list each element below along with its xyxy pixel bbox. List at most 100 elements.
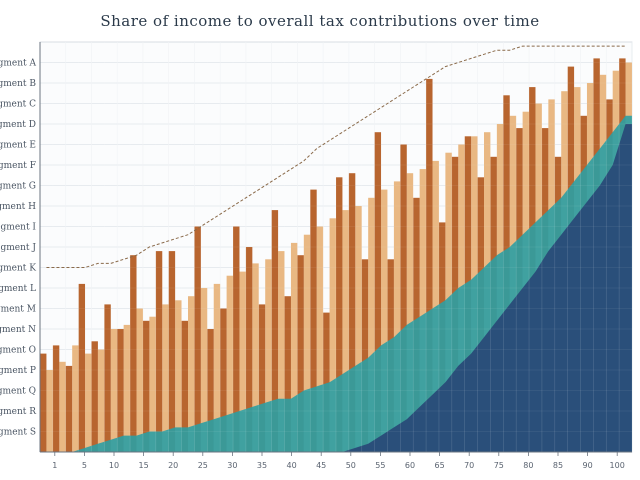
y-tick-label: Segment O xyxy=(0,346,36,356)
bar-income xyxy=(155,251,163,452)
bar-contribution xyxy=(368,197,375,452)
x-tick-label: 70 xyxy=(464,461,474,470)
bar-contribution xyxy=(46,370,53,452)
bar-contribution xyxy=(265,259,272,452)
y-tick-label: Segment I xyxy=(0,223,36,233)
bar-contribution xyxy=(419,169,427,452)
bar-income xyxy=(104,304,111,452)
y-tick-label: Segment C xyxy=(0,100,36,110)
bar-contribution xyxy=(97,349,105,452)
bar-contribution xyxy=(406,173,414,452)
x-tick-label: 20 xyxy=(168,461,178,470)
bar-contribution xyxy=(162,304,169,452)
bar-contribution xyxy=(252,263,259,452)
x-tick-label: 10 xyxy=(109,461,119,470)
bar-income xyxy=(194,226,201,452)
bar-contribution xyxy=(316,226,324,452)
bar-income xyxy=(258,304,266,452)
x-tick-label: 85 xyxy=(553,461,563,470)
bar-income xyxy=(361,259,369,452)
bar-contribution xyxy=(239,271,246,452)
bar-income xyxy=(52,345,60,452)
bar-contribution xyxy=(278,251,285,452)
bar-income xyxy=(374,132,382,452)
y-tick-label: Segment J xyxy=(0,243,36,253)
bar-income xyxy=(40,353,47,452)
y-tick-label: Segment L xyxy=(0,284,36,294)
chart-title: Share of income to overall tax contribut… xyxy=(100,12,540,30)
x-tick-label: 30 xyxy=(227,461,237,470)
bar-contribution xyxy=(200,288,208,452)
bar-income xyxy=(245,247,253,452)
bar-income xyxy=(207,329,214,452)
x-tick-label: 1 xyxy=(52,461,57,470)
y-tick-label: Segment S xyxy=(0,428,36,438)
y-tick-label: Segment R xyxy=(0,407,36,417)
y-tick-label: Segment A xyxy=(0,59,36,69)
bar-income xyxy=(220,308,227,452)
bar-income xyxy=(348,173,356,452)
bar-income xyxy=(323,312,330,452)
y-tick-label: Segment D xyxy=(0,120,36,130)
bar-contribution xyxy=(393,181,401,452)
trend-line xyxy=(46,45,626,268)
bar-income xyxy=(181,320,188,452)
bar-income xyxy=(65,365,73,452)
bar-income xyxy=(310,189,317,452)
x-tick-label: 60 xyxy=(405,461,415,470)
bar-contribution xyxy=(136,308,143,452)
bar-contribution xyxy=(213,283,221,452)
bar-income xyxy=(78,283,86,452)
x-tick-label: 15 xyxy=(139,461,149,470)
bar-contribution xyxy=(355,206,362,452)
bar-income xyxy=(271,210,279,452)
bar-contribution xyxy=(303,234,311,452)
bar-income xyxy=(130,255,137,452)
y-tick-label: Segment B xyxy=(0,79,36,89)
bar-income xyxy=(284,296,291,452)
y-tick-label: Segment E xyxy=(0,141,36,151)
x-tick-label: 25 xyxy=(198,461,208,470)
bar-income xyxy=(168,251,176,452)
y-tick-label: Segment G xyxy=(0,182,36,192)
y-tick-label: Segment F xyxy=(0,161,36,171)
bar-income xyxy=(91,341,98,452)
x-tick-label: 35 xyxy=(257,461,267,470)
bar-contribution xyxy=(72,345,79,452)
bar-contribution xyxy=(149,316,156,452)
x-tick-label: 80 xyxy=(523,461,533,470)
bar-contribution xyxy=(175,300,182,452)
bar-contribution xyxy=(290,242,298,452)
bar-contribution xyxy=(329,218,336,452)
bar-contribution xyxy=(342,210,349,452)
bar-income xyxy=(117,329,124,452)
bar-contribution xyxy=(226,275,234,452)
x-tick-label: 40 xyxy=(287,461,297,470)
y-tick-label: Segment M xyxy=(0,305,36,315)
bar-contribution xyxy=(381,189,388,452)
bar-contribution xyxy=(188,296,195,452)
y-tick-label: Segment K xyxy=(0,264,36,274)
bar-income xyxy=(400,144,407,452)
bar-contribution xyxy=(85,353,92,452)
x-tick-label: 65 xyxy=(435,461,445,470)
x-tick-label: 45 xyxy=(316,461,326,470)
y-tick-label: Segment Q xyxy=(0,387,36,397)
x-tick-label: 55 xyxy=(375,461,385,470)
y-tick-label: Segment P xyxy=(0,366,36,376)
y-tick-label: Segment N xyxy=(0,325,36,335)
bar-contribution xyxy=(59,361,66,452)
x-tick-label: 75 xyxy=(494,461,504,470)
bar-income xyxy=(142,320,150,452)
bar-income xyxy=(336,177,343,453)
area-overall-tax xyxy=(40,124,632,452)
bar-income xyxy=(426,78,433,453)
bar-contribution xyxy=(123,324,131,452)
x-tick-label: 100 xyxy=(610,461,625,470)
bar-contribution xyxy=(110,329,118,452)
x-tick-label: 5 xyxy=(82,461,87,470)
x-tick-label: 90 xyxy=(583,461,593,470)
bar-income xyxy=(297,255,304,452)
